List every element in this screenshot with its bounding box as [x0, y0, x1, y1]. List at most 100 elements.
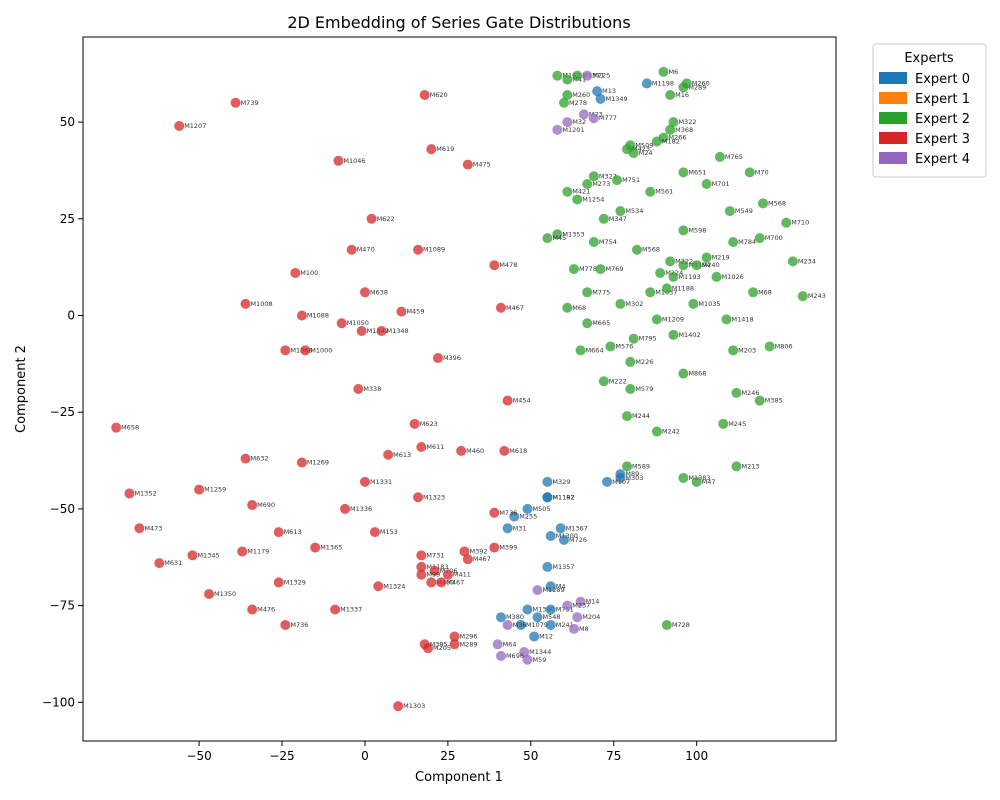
data-point	[416, 561, 427, 572]
data-point	[432, 353, 443, 364]
data-point	[781, 217, 792, 228]
data-point	[429, 565, 440, 576]
data-point	[631, 244, 642, 255]
data-point-label: M568	[642, 246, 660, 254]
data-point-label: M322	[678, 118, 696, 126]
data-point-label: M775	[592, 288, 610, 296]
data-point	[598, 213, 609, 224]
legend-label: Expert 0	[915, 72, 970, 87]
legend-title: Experts	[904, 51, 954, 66]
data-point	[787, 256, 798, 267]
data-point-label: M273	[592, 180, 610, 188]
data-point	[545, 619, 556, 630]
data-point-label: M89	[625, 470, 639, 478]
legend-label: Expert 3	[915, 132, 970, 147]
legend-label: Expert 2	[915, 112, 970, 127]
data-point-label: M467	[446, 578, 464, 586]
data-point-label: M454	[513, 397, 531, 405]
data-point	[296, 310, 307, 321]
data-point-label: M225	[592, 72, 610, 80]
data-point	[598, 376, 609, 387]
data-point-label: M751	[622, 176, 640, 184]
data-point	[416, 442, 427, 453]
data-point	[651, 426, 662, 437]
data-point	[568, 264, 579, 275]
data-point-label: M665	[592, 319, 610, 327]
data-point	[330, 604, 341, 615]
data-point-label: M784	[738, 238, 756, 246]
data-point-label: M534	[625, 207, 643, 215]
data-point	[678, 368, 689, 379]
data-point-label: M1352	[134, 489, 156, 497]
data-point	[731, 461, 742, 472]
data-point	[558, 534, 569, 545]
data-point-label: M395	[430, 640, 448, 648]
data-point-label: M1349	[605, 95, 627, 103]
data-point	[562, 117, 573, 128]
data-point-label: M1365	[320, 544, 342, 552]
data-point-label: M589	[632, 462, 650, 470]
data-point	[661, 619, 672, 630]
data-point-label: M68	[572, 304, 586, 312]
data-point	[681, 78, 692, 89]
data-point-label: M246	[741, 389, 759, 397]
data-point	[353, 384, 364, 394]
data-point	[359, 287, 370, 298]
y-tick-label: 0	[67, 309, 75, 323]
data-point-label: M237	[572, 602, 590, 610]
data-point-label: M619	[436, 145, 454, 153]
data-point	[187, 550, 198, 561]
data-point	[359, 476, 370, 487]
data-point	[572, 612, 583, 623]
data-point-label: M806	[775, 342, 793, 350]
data-point-label: M289	[460, 640, 478, 648]
data-point	[562, 302, 573, 313]
data-point-label: M739	[241, 99, 259, 107]
data-point-label: M1357	[552, 563, 574, 571]
data-point	[449, 631, 460, 642]
data-point-label: M1035	[698, 300, 720, 308]
data-point	[764, 341, 775, 352]
data-point-label: M700	[765, 234, 783, 242]
data-point-label: M385	[765, 397, 783, 405]
data-point-label: M1179	[247, 547, 269, 555]
data-point-label: M1008	[251, 300, 273, 308]
y-axis-label: Component 2	[14, 345, 29, 433]
data-point	[678, 260, 689, 271]
data-point-label: M470	[357, 246, 375, 254]
data-point	[572, 70, 583, 81]
data-point-label: M690	[257, 501, 275, 509]
data-point-label: M561	[655, 188, 673, 196]
legend-swatch	[879, 112, 907, 124]
data-point-label: M296	[460, 633, 478, 641]
data-point-label: M613	[284, 528, 302, 536]
data-point-label: M45	[552, 234, 566, 242]
data-point	[296, 457, 307, 468]
data-point	[462, 159, 473, 170]
data-point	[582, 287, 593, 298]
data-point-label: M24	[639, 149, 653, 157]
data-point-label: M476	[257, 605, 275, 613]
data-point-label: M392	[469, 547, 487, 555]
data-point	[552, 229, 563, 240]
data-point-label: M396	[443, 354, 461, 362]
data-point-label: M549	[735, 207, 753, 215]
data-point-label: M338	[363, 385, 381, 393]
y-tick-label: −75	[50, 599, 75, 613]
x-tick-label: 75	[606, 749, 621, 763]
data-point-label: M473	[144, 524, 162, 532]
legend-swatch	[879, 92, 907, 104]
data-point	[542, 476, 553, 487]
data-point-label: M1350	[214, 590, 236, 598]
data-point	[413, 492, 424, 503]
data-point	[691, 476, 702, 487]
data-point	[240, 298, 251, 309]
data-point	[542, 492, 553, 503]
data-point-label: M327	[599, 172, 617, 180]
data-point-label: M1026	[722, 273, 744, 281]
data-point	[615, 206, 626, 217]
data-point-label: M8	[579, 625, 589, 633]
data-point	[562, 186, 573, 197]
data-point-label: M1193	[678, 273, 700, 281]
data-point	[273, 527, 284, 538]
